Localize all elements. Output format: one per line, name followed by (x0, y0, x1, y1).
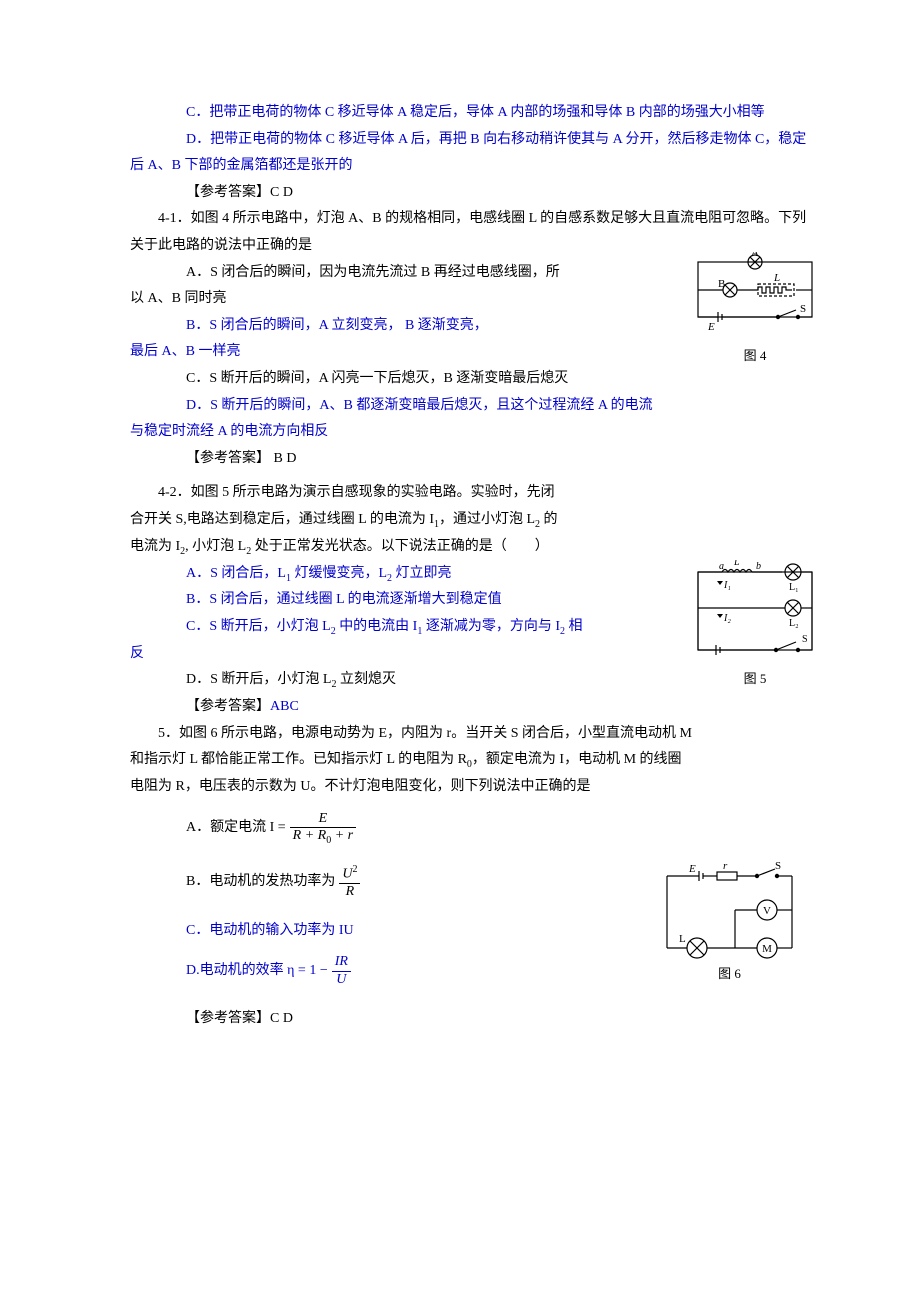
figure-4-svg: A B L E S (690, 252, 820, 342)
fig5-label-i1: I₁ (723, 580, 731, 591)
fig6-label-m: M (762, 943, 772, 955)
q4-1-option-d-1: D．S 断开后的瞬间，A、B 都逐渐变暗最后熄灭，且这个过程流经 A 的电流 (130, 393, 810, 420)
q5-stem-3: 电阻为 R，电压表的示数为 U。不计灯泡电阻变化，则下列说法中正确的是 (130, 774, 810, 801)
q4-1-option-c: C．S 断开后的瞬间，A 闪亮一下后熄灭，B 逐渐变暗最后熄灭 (130, 366, 810, 393)
fig5-label-s: S (802, 634, 808, 645)
q5-stem-2: 和指示灯 L 都恰能正常工作。已知指示灯 L 的电阻为 R0，额定电流为 I，电… (130, 747, 810, 774)
figure-4-caption: 图 4 (690, 344, 820, 369)
figure-6: E r S L V M 图 6 (657, 860, 802, 987)
fig5-label-l2: L₂ (789, 618, 799, 629)
fig6-label-s: S (775, 860, 781, 872)
fig4-label-l: L (773, 272, 780, 284)
fig6-label-e: E (688, 863, 696, 875)
fig5-label-b: b (756, 561, 761, 572)
q4-1-answer: 【参考答案】 B D (130, 446, 810, 473)
figure-4: A B L E S 图 4 (690, 252, 820, 369)
q5-answer: 【参考答案】C D (130, 1006, 810, 1033)
fig5-label-l: L (733, 560, 740, 568)
fig6-label-L: L (679, 933, 686, 945)
q4-2-stem-2: 合开关 S,电路达到稳定后，通过线圈 L 的电流为 I1，通过小灯泡 L2 的 (130, 507, 810, 534)
fig4-label-b: B (718, 278, 725, 290)
figure-5-caption: 图 5 (690, 667, 820, 692)
q5-option-a: A．额定电流 I = E R + R0 + r (130, 811, 810, 846)
q4-2-stem-3: 电流为 I2, 小灯泡 L2 处于正常发光状态。以下说法正确的是（ ） (130, 534, 810, 561)
fig5-label-i2: I₂ (723, 613, 731, 624)
q3-option-c: C．把带正电荷的物体 C 移近导体 A 稳定后，导体 A 内部的场强和导体 B … (130, 100, 810, 127)
fig5-label-a: a (719, 561, 724, 572)
q5-stem-1: 5．如图 6 所示电路，电源电动势为 E，内阻为 r。当开关 S 闭合后，小型直… (130, 721, 810, 748)
figure-6-svg: E r S L V M (657, 860, 802, 960)
page-content: C．把带正电荷的物体 C 移近导体 A 稳定后，导体 A 内部的场强和导体 B … (130, 100, 810, 1032)
fig6-label-v: V (763, 905, 771, 917)
figure-6-caption: 图 6 (657, 962, 802, 987)
q3-answer: 【参考答案】C D (130, 180, 810, 207)
q4-2-answer: 【参考答案】ABC (130, 694, 810, 721)
fig4-label-s: S (800, 303, 806, 315)
q3-option-d: D．把带正电荷的物体 C 移近导体 A 后，再把 B 向右移动稍许使其与 A 分… (130, 127, 810, 180)
fig4-label-e: E (707, 321, 715, 333)
fig4-label-a: A (751, 252, 759, 259)
fig6-label-r: r (723, 860, 728, 872)
figure-5-svg: a b L I₁ I₂ L₁ L₂ S (690, 560, 820, 665)
q4-2-stem-1: 4-2．如图 5 所示电路为演示自感现象的实验电路。实验时，先闭 (130, 480, 810, 507)
figure-5: a b L I₁ I₂ L₁ L₂ S 图 5 (690, 560, 820, 692)
fig5-label-l1: L₁ (789, 582, 799, 593)
q4-1-option-d-2: 与稳定时流经 A 的电流方向相反 (130, 419, 810, 446)
